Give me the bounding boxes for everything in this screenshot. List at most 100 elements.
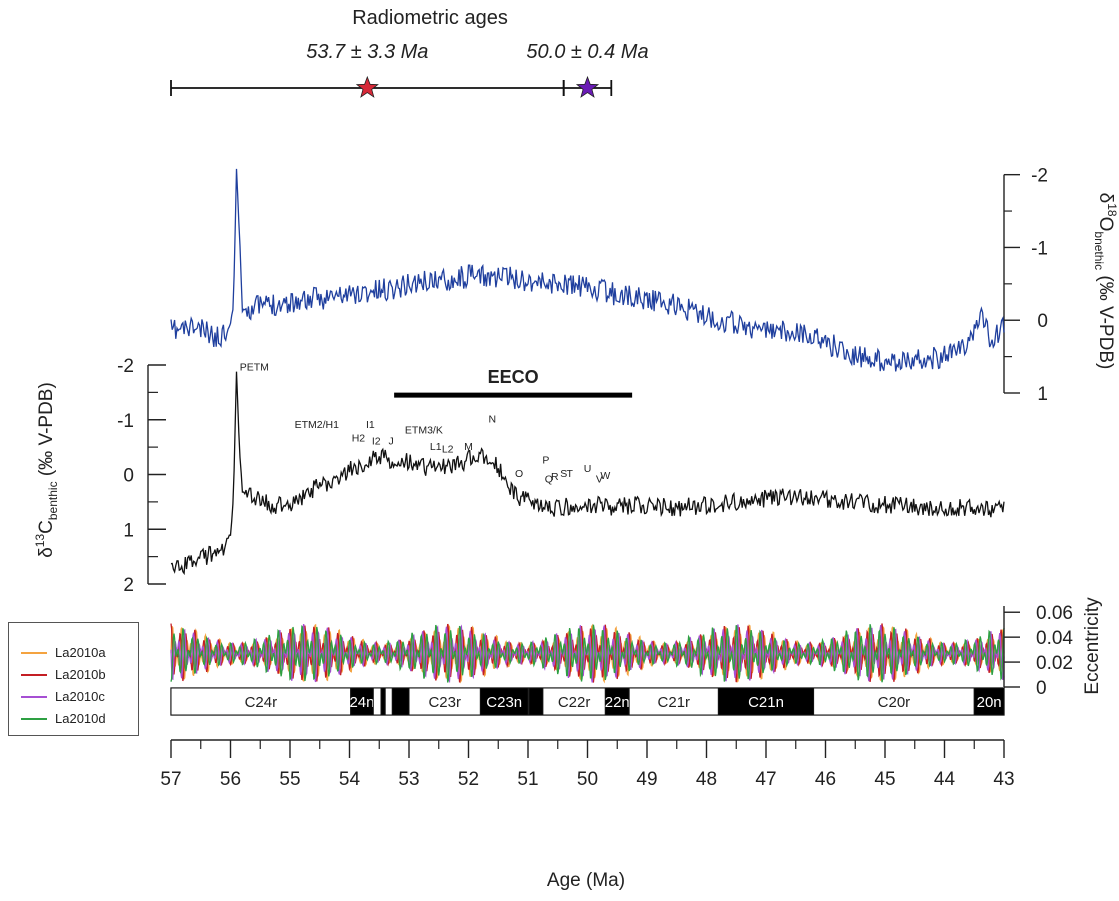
event-label-0: PETM xyxy=(240,361,269,373)
d13c-tick-label-2: 0 xyxy=(123,466,134,487)
chron-15 xyxy=(973,687,1005,716)
chron-4 xyxy=(384,687,393,716)
x-tick-label-9: 48 xyxy=(696,769,717,790)
radiometric-title: Radiometric ages xyxy=(352,7,508,29)
d13c-tick-label-0: -2 xyxy=(117,356,134,377)
legend-label-la2010a: La2010a xyxy=(55,645,106,660)
event-label-8: L2 xyxy=(442,444,454,456)
d18o-label-var: O xyxy=(1095,217,1116,232)
event-label-15: S xyxy=(560,468,567,480)
d13c-label-unit: (‰ V-PDB) xyxy=(36,382,57,481)
chron-5 xyxy=(391,687,410,716)
event-label-11: O xyxy=(515,468,523,480)
legend-swatch-la2010b xyxy=(21,674,47,676)
legend-swatch-la2010a xyxy=(21,652,47,654)
d18o-tick-label-1: -1 xyxy=(1031,238,1048,259)
legend-swatch-la2010d xyxy=(21,718,47,720)
d18o-series-line xyxy=(170,168,1005,372)
event-label-12: P xyxy=(542,455,549,467)
d13c-tick-label-3: 1 xyxy=(123,520,134,541)
chron-0 xyxy=(170,687,352,716)
event-label-18: V xyxy=(596,474,603,486)
x-tick-label-1: 56 xyxy=(220,769,241,790)
event-label-10: N xyxy=(489,413,497,425)
chron-14 xyxy=(813,687,975,716)
event-label-13: Q xyxy=(545,474,553,486)
chron-label-10: C22r xyxy=(558,694,591,711)
age-star-0 xyxy=(355,75,379,98)
d13c-label-sup: 13 xyxy=(33,534,47,548)
legend-label-la2010c: La2010c xyxy=(55,689,105,704)
legend-item-la2010c: La2010c xyxy=(9,687,140,707)
legend: La2010a La2010b La2010c La2010d xyxy=(8,622,139,736)
event-label-14: R xyxy=(551,471,559,483)
chron-label-0: C24r xyxy=(245,694,278,711)
d18o-panel: -2 -1 0 1 δ18Obnethic (‰ V-PDB) xyxy=(170,166,1119,405)
d13c-axis: -2 -1 0 1 2 xyxy=(117,356,166,596)
d18o-axis: -2 -1 0 1 xyxy=(1003,166,1048,405)
event-label-3: I1 xyxy=(366,419,375,431)
chron-3 xyxy=(380,687,386,716)
age-star-1 xyxy=(575,75,600,98)
d18o-label-unit: (‰ V-PDB) xyxy=(1095,270,1116,369)
legend-label-la2010d: La2010d xyxy=(55,711,106,726)
d13c-axis-label: δ13Cbenthic (‰ V-PDB) xyxy=(33,382,60,558)
d18o-tick-label-2: 0 xyxy=(1037,311,1048,332)
chron-label-14: C20r xyxy=(878,694,911,711)
eccentricity-axis: 0 0.02 0.04 0.06 xyxy=(1003,603,1073,699)
event-label-19: W xyxy=(600,470,610,482)
d13c-label-sub: benthic xyxy=(46,481,60,520)
x-axis: 57 56 55 54 53 52 51 50 49 48 47 46 45 44 43 xyxy=(160,739,1015,790)
radiometric-panel: Radiometric ages 53.7 ± 3.3 Ma 50.0 ± 0.4… xyxy=(170,7,649,98)
chron-7 xyxy=(479,687,529,716)
chron-label-7: C23n xyxy=(486,694,522,711)
event-label-4: I2 xyxy=(372,435,381,447)
legend-item-la2010d: La2010d xyxy=(9,709,140,729)
d18o-label-sub: bnethic xyxy=(1092,231,1106,270)
polarity-column: C24r 24n C23r C23n C22r 22n C21r C21n C20r 20n xyxy=(170,687,1005,716)
age-label-1: 50.0 ± 0.4 Ma xyxy=(526,41,648,63)
ecc-tick-label-1: 0.02 xyxy=(1036,653,1073,674)
ecc-tick-label-2: 0.04 xyxy=(1036,628,1073,649)
radiometric-marks: 53.7 ± 3.3 Ma 50.0 ± 0.4 Ma xyxy=(170,41,649,98)
chron-10 xyxy=(542,687,606,716)
ecc-series-La2010d xyxy=(170,624,1005,683)
event-label-7: L1 xyxy=(430,441,442,453)
legend-swatch-la2010c xyxy=(21,696,47,698)
eeco-label: EECO xyxy=(488,367,539,387)
x-tick-label-6: 51 xyxy=(517,769,538,790)
event-label-1: ETM2/H1 xyxy=(295,419,340,431)
event-label-2: H2 xyxy=(352,433,366,445)
chron-9 xyxy=(528,687,544,716)
x-tick-label-12: 45 xyxy=(874,769,895,790)
d13c-tick-label-4: 2 xyxy=(123,575,134,596)
event-label-16: T xyxy=(566,468,573,480)
eccentricity-lines xyxy=(170,623,1005,684)
chron-label-15: 20n xyxy=(977,694,1002,711)
d18o-label-sup: 18 xyxy=(1105,203,1119,217)
chron-label-1: 24n xyxy=(349,694,374,711)
x-axis-label: Age (Ma) xyxy=(547,870,625,891)
x-tick-label-10: 47 xyxy=(755,769,776,790)
chron-label-12: C21r xyxy=(658,694,691,711)
chron-6 xyxy=(408,687,481,716)
chron-2 xyxy=(372,687,382,716)
age-label-0: 53.7 ± 3.3 Ma xyxy=(306,41,428,63)
chron-label-11: 22n xyxy=(605,694,630,711)
d18o-tick-label-3: 1 xyxy=(1037,384,1048,405)
chron-label-6: C23r xyxy=(428,694,461,711)
eccentricity-panel: 0 0.02 0.04 0.06 Eccentricity xyxy=(170,597,1103,699)
ecc-series-La2010c xyxy=(170,623,1005,684)
x-tick-label-5: 52 xyxy=(458,769,479,790)
d13c-series-line xyxy=(170,371,1005,576)
d18o-tick-label-0: -2 xyxy=(1031,166,1048,187)
event-label-9: M xyxy=(464,441,473,453)
x-tick-label-3: 54 xyxy=(339,769,361,790)
legend-label-la2010b: La2010b xyxy=(55,667,106,682)
d18o-axis-label: δ18Obnethic (‰ V-PDB) xyxy=(1092,193,1119,370)
d13c-label-delta: δ xyxy=(36,547,57,558)
event-label-5: J xyxy=(389,435,394,447)
event-label-17: U xyxy=(584,463,592,475)
